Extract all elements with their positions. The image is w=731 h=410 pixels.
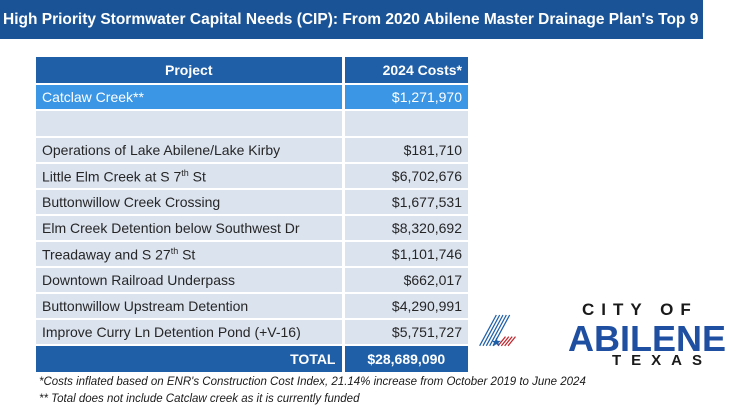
project-name: Little Elm Creek at S 7th St — [36, 162, 345, 189]
project-name: Catclaw Creek** — [36, 83, 345, 110]
total-value: $28,689,090 — [343, 344, 468, 372]
logo-abilene: ABILENE — [568, 318, 727, 359]
table-row: Downtown Railroad Underpass $662,017 — [36, 266, 468, 293]
table-row: Treadaway and S 27th St $1,101,746 — [36, 240, 468, 267]
project-cost: $4,290,991 — [343, 292, 468, 319]
blank-cell — [343, 109, 468, 137]
footnote-costs: *Costs inflated based on ENR's Construct… — [39, 376, 586, 388]
project-name: Operations of Lake Abilene/Lake Kirby — [36, 136, 345, 163]
table-row-highlight: Catclaw Creek** $1,271,970 — [36, 83, 468, 110]
table-row: Buttonwillow Upstream Detention $4,290,9… — [36, 292, 468, 319]
city-logo-mark — [479, 314, 516, 347]
table-row-blank — [36, 109, 468, 137]
project-cost: $1,101,746 — [343, 240, 468, 267]
projects-table: Project 2024 Costs* Catclaw Creek** $1,2… — [36, 57, 468, 372]
table-row: Buttonwillow Creek Crossing $1,677,531 — [36, 188, 468, 215]
project-name: Elm Creek Detention below Southwest Dr — [36, 214, 345, 241]
table-header-row: Project 2024 Costs* — [36, 57, 468, 84]
project-name: Downtown Railroad Underpass — [36, 266, 345, 293]
project-name: Buttonwillow Creek Crossing — [36, 188, 345, 215]
header-cost: 2024 Costs* — [343, 57, 468, 84]
table-row: Improve Curry Ln Detention Pond (+V-16) … — [36, 318, 468, 345]
project-cost: $662,017 — [343, 266, 468, 293]
footnote-total: ** Total does not include Catclaw creek … — [39, 393, 360, 405]
total-label: TOTAL — [36, 344, 345, 372]
page-title: High Priority Stormwater Capital Needs (… — [0, 0, 703, 39]
header-project: Project — [36, 57, 345, 84]
blank-cell — [36, 109, 345, 137]
table-total-row: TOTAL $28,689,090 — [36, 344, 468, 372]
table-row: Operations of Lake Abilene/Lake Kirby $1… — [36, 136, 468, 163]
table-row: Little Elm Creek at S 7th St $6,702,676 — [36, 162, 468, 189]
project-cost: $8,320,692 — [343, 214, 468, 241]
project-name: Buttonwillow Upstream Detention — [36, 292, 345, 319]
project-cost: $1,271,970 — [343, 83, 468, 110]
project-name: Improve Curry Ln Detention Pond (+V-16) — [36, 318, 345, 345]
project-cost: $181,710 — [343, 136, 468, 163]
logo-texas: TEXAS — [612, 352, 713, 369]
logo-city-of: CITY OF — [582, 300, 698, 319]
project-cost: $5,751,727 — [343, 318, 468, 345]
project-cost: $1,677,531 — [343, 188, 468, 215]
table-row: Elm Creek Detention below Southwest Dr $… — [36, 214, 468, 241]
project-name: Treadaway and S 27th St — [36, 240, 345, 267]
project-cost: $6,702,676 — [343, 162, 468, 189]
